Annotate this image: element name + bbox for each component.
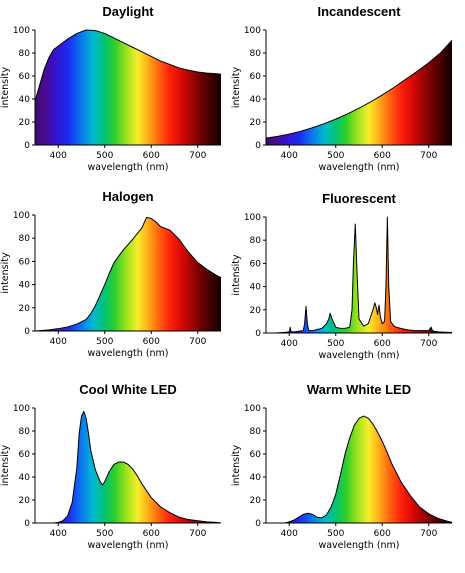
- spectrum-area: [35, 217, 221, 331]
- y-axis-label: intensity: [231, 254, 242, 296]
- x-axis-label: wavelength (nm): [87, 348, 168, 359]
- x-tick-label: 600: [143, 337, 160, 347]
- x-axis-label: wavelength (nm): [87, 162, 168, 173]
- x-tick-label: 400: [50, 337, 67, 347]
- panel-title: Cool White LED: [79, 382, 177, 397]
- y-tick-label: 0: [255, 141, 261, 151]
- x-tick-label: 700: [189, 151, 206, 161]
- spectrum-line: [35, 410, 222, 524]
- spectrum-area: [266, 40, 452, 145]
- y-tick-label: 40: [19, 95, 31, 105]
- panel-title: Warm White LED: [307, 382, 411, 397]
- spectrum-line: [266, 216, 452, 334]
- x-tick-label: 700: [420, 529, 437, 539]
- y-tick-label: 0: [24, 519, 30, 529]
- x-tick-label: 600: [143, 151, 160, 161]
- x-tick-label: 700: [420, 339, 437, 349]
- spectrum-panel-4: Fluorescent 0 20 40 60 80 100 400 500 600 700 wavel…: [231, 191, 452, 361]
- x-tick-label: 600: [374, 339, 391, 349]
- spectrum-line: [265, 40, 453, 139]
- y-tick-label: 80: [19, 49, 31, 59]
- x-tick-label: 600: [374, 529, 391, 539]
- x-tick-label: 600: [374, 151, 391, 161]
- panel-title: Daylight: [102, 4, 154, 19]
- x-axis-label: wavelength (nm): [87, 540, 168, 551]
- x-tick-label: 600: [143, 529, 160, 539]
- x-tick-label: 400: [281, 529, 298, 539]
- y-tick-label: 40: [250, 473, 262, 483]
- x-tick-label: 400: [281, 339, 298, 349]
- y-tick-label: 0: [255, 329, 261, 339]
- spectrum-area: [35, 30, 221, 145]
- y-tick-label: 60: [19, 450, 31, 460]
- spectrum-line: [34, 216, 222, 332]
- x-tick-label: 500: [96, 151, 113, 161]
- spectrum-panel-1: Daylight 0 20 40 60 80 100 400 500 600 700 waveleng…: [0, 4, 222, 173]
- x-axis-label: wavelength (nm): [318, 162, 399, 173]
- x-tick-label: 400: [50, 529, 67, 539]
- y-tick-label: 20: [250, 306, 262, 316]
- y-tick-label: 20: [250, 118, 262, 128]
- spectrum-line: [266, 415, 453, 524]
- y-tick-label: 60: [19, 257, 31, 267]
- spectrum-panel-5: Cool White LED 0 20 40 60 80 100 400 500 600 700 wa…: [0, 382, 222, 551]
- panel-title: Halogen: [102, 189, 153, 204]
- y-tick-label: 60: [19, 72, 31, 82]
- panel-title: Incandescent: [317, 4, 401, 19]
- x-tick-label: 500: [327, 339, 344, 349]
- x-tick-label: 500: [96, 529, 113, 539]
- x-tick-label: 500: [96, 337, 113, 347]
- spectrum-panel-6: Warm White LED 0 20 40 60 80 100 400 500 600 700 wa…: [231, 382, 453, 551]
- y-tick-label: 60: [250, 450, 262, 460]
- y-tick-label: 80: [250, 49, 262, 59]
- y-tick-label: 20: [19, 118, 31, 128]
- x-tick-label: 700: [189, 529, 206, 539]
- y-tick-label: 40: [19, 281, 31, 291]
- x-tick-label: 400: [50, 151, 67, 161]
- y-tick-label: 60: [250, 259, 262, 269]
- y-tick-label: 100: [13, 211, 30, 221]
- y-tick-label: 20: [19, 496, 31, 506]
- y-tick-label: 100: [13, 404, 30, 414]
- spectrum-area: [266, 416, 452, 523]
- x-axis-label: wavelength (nm): [318, 350, 399, 361]
- y-axis-label: intensity: [231, 67, 242, 109]
- spectrum-line: [34, 29, 222, 102]
- spectrum-area: [35, 411, 221, 523]
- y-tick-label: 100: [244, 213, 261, 223]
- y-tick-label: 80: [250, 427, 262, 437]
- x-axis-label: wavelength (nm): [318, 540, 399, 551]
- panel-title: Fluorescent: [322, 191, 396, 206]
- y-tick-label: 0: [24, 141, 30, 151]
- x-tick-label: 400: [281, 151, 298, 161]
- y-tick-label: 0: [255, 519, 261, 529]
- x-tick-label: 700: [189, 337, 206, 347]
- x-tick-label: 700: [420, 151, 437, 161]
- spectrum-panel-2: Incandescent 0 20 40 60 80 100 400 500 600 700 wave…: [231, 4, 453, 173]
- y-axis-label: intensity: [0, 67, 11, 109]
- y-tick-label: 20: [250, 496, 262, 506]
- y-axis-label: intensity: [0, 252, 11, 294]
- y-tick-label: 80: [250, 236, 262, 246]
- y-tick-label: 100: [244, 404, 261, 414]
- y-tick-label: 0: [24, 327, 30, 337]
- y-tick-label: 40: [250, 95, 262, 105]
- y-axis-label: intensity: [231, 445, 242, 487]
- spectrum-panel-3: Halogen 0 20 40 60 80 100 400 500 600 700 wavelengt…: [0, 189, 222, 359]
- x-tick-label: 500: [327, 529, 344, 539]
- y-tick-label: 100: [244, 26, 261, 36]
- y-tick-label: 40: [19, 473, 31, 483]
- y-tick-label: 100: [13, 26, 30, 36]
- y-tick-label: 20: [19, 304, 31, 314]
- y-axis-label: intensity: [0, 445, 11, 487]
- y-tick-label: 80: [19, 234, 31, 244]
- y-tick-label: 80: [19, 427, 31, 437]
- y-tick-label: 40: [250, 283, 262, 293]
- x-tick-label: 500: [327, 151, 344, 161]
- y-tick-label: 60: [250, 72, 262, 82]
